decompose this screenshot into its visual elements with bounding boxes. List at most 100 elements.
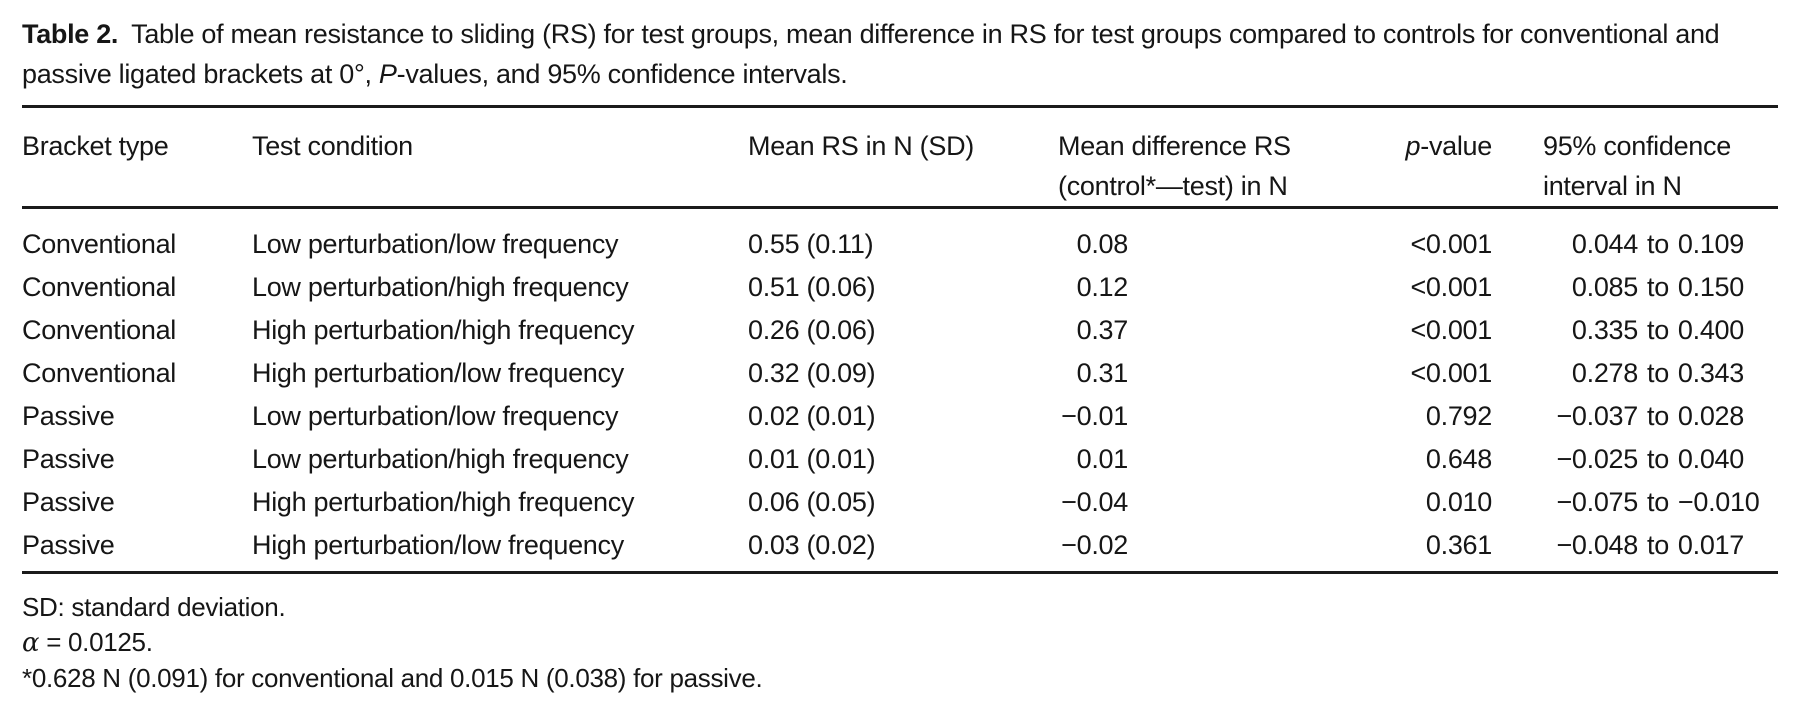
cell-p-value: 0.792 (1425, 401, 1492, 431)
cell-bracket-type: Passive (22, 530, 115, 560)
table-row: Conventional Low perturbation/high frequ… (22, 266, 1778, 309)
ci-joiner: to (1647, 530, 1669, 560)
ci-low-value: −0.037 (1556, 401, 1638, 431)
ci-joiner: to (1647, 229, 1669, 259)
cell-test-condition: Low perturbation/high frequency (252, 444, 629, 474)
mean-difference-value: 0.12 (1076, 272, 1129, 302)
cell-p-value: <0.001 (1410, 272, 1492, 302)
table-row: Passive High perturbation/high frequency… (22, 481, 1778, 524)
mean-difference-value: 0.31 (1076, 358, 1129, 388)
cell-test-condition: Low perturbation/low frequency (252, 229, 619, 259)
cell-mean-rs: 0.55 (0.11) (748, 229, 874, 259)
header-confidence-interval: 95% confidence interval in N (1492, 126, 1778, 206)
header-mean-rs: Mean RS in N (SD) (748, 131, 974, 161)
ci-low-value: 0.335 (1571, 315, 1638, 345)
table-header-rule (22, 206, 1778, 209)
table-caption: Table 2. Table of mean resistance to slid… (22, 14, 1778, 94)
cell-mean-difference: 0.37 (1058, 309, 1388, 352)
header-mean-difference-line2: (control*—test) in N (1058, 171, 1288, 201)
header-ci-line1: 95% confidence (1543, 131, 1731, 161)
footnote-alpha: α = 0.0125. (22, 625, 1778, 661)
ci-high-value: 0.150 (1677, 272, 1744, 302)
cell-mean-rs: 0.02 (0.01) (748, 401, 876, 431)
footnote-sd: SD: standard deviation. (22, 592, 286, 622)
cell-p-value: 0.010 (1425, 487, 1492, 517)
cell-p-value: 0.361 (1425, 530, 1492, 560)
table-bottom-rule (22, 571, 1778, 574)
table-caption-italic-p: P (378, 59, 397, 89)
mean-difference-value: −0.02 (1061, 530, 1128, 560)
table-caption-text: Table of mean resistance to sliding (RS)… (22, 19, 1720, 89)
cell-bracket-type: Conventional (22, 358, 177, 388)
cell-mean-difference: −0.01 (1058, 395, 1388, 438)
cell-confidence-interval: 0.044 to 0.109 (1492, 223, 1778, 266)
table-body: Conventional Low perturbation/low freque… (22, 209, 1778, 571)
cell-bracket-type: Passive (22, 401, 115, 431)
cell-bracket-type: Conventional (22, 229, 177, 259)
ci-high-value: 0.017 (1677, 530, 1744, 560)
cell-mean-rs: 0.26 (0.06) (748, 315, 876, 345)
header-p-italic: p (1405, 131, 1421, 161)
table-row: Conventional High perturbation/high freq… (22, 309, 1778, 352)
ci-joiner: to (1647, 487, 1669, 517)
footnote-asterisk: *0.628 N (0.091) for conventional and 0.… (22, 663, 763, 693)
cell-mean-rs: 0.03 (0.02) (748, 530, 876, 560)
ci-low-value: 0.278 (1571, 358, 1638, 388)
mean-difference-value: −0.01 (1061, 401, 1128, 431)
cell-mean-difference: −0.02 (1058, 524, 1388, 567)
ci-high-value: 0.109 (1677, 229, 1744, 259)
cell-mean-rs: 0.06 (0.05) (748, 487, 876, 517)
table-row: Passive Low perturbation/low frequency 0… (22, 395, 1778, 438)
mean-difference-value: 0.37 (1076, 315, 1129, 345)
cell-p-value: <0.001 (1410, 315, 1492, 345)
mean-difference-value: −0.04 (1061, 487, 1128, 517)
ci-joiner: to (1647, 358, 1669, 388)
footnote-alpha-text: = 0.0125. (39, 627, 153, 657)
cell-bracket-type: Conventional (22, 272, 177, 302)
cell-mean-difference: 0.12 (1058, 266, 1388, 309)
table-row: Passive Low perturbation/high frequency … (22, 438, 1778, 481)
cell-confidence-interval: −0.048 to 0.017 (1492, 524, 1778, 567)
cell-mean-rs: 0.32 (0.09) (748, 358, 876, 388)
cell-p-value: <0.001 (1410, 358, 1492, 388)
cell-bracket-type: Passive (22, 487, 115, 517)
table-footnotes: SD: standard deviation. α = 0.0125. *0.6… (22, 590, 1778, 696)
cell-confidence-interval: −0.075 to −0.010 (1492, 481, 1778, 524)
header-p-rest: -value (1420, 131, 1492, 161)
ci-joiner: to (1647, 444, 1669, 474)
mean-difference-value: 0.08 (1076, 229, 1129, 259)
header-mean-difference: Mean difference RS (control*—test) in N (1058, 126, 1388, 206)
cell-mean-difference: 0.01 (1058, 438, 1388, 481)
ci-high-value: 0.040 (1677, 444, 1744, 474)
ci-low-value: 0.044 (1571, 229, 1638, 259)
cell-confidence-interval: 0.278 to 0.343 (1492, 352, 1778, 395)
ci-low-value: 0.085 (1571, 272, 1638, 302)
cell-confidence-interval: 0.085 to 0.150 (1492, 266, 1778, 309)
header-p-value: p-value (1388, 126, 1493, 206)
cell-confidence-interval: −0.025 to 0.040 (1492, 438, 1778, 481)
ci-joiner: to (1647, 272, 1669, 302)
ci-joiner: to (1647, 315, 1669, 345)
ci-high-value: 0.028 (1677, 401, 1744, 431)
header-bracket-type: Bracket type (22, 131, 169, 161)
cell-mean-difference: −0.04 (1058, 481, 1388, 524)
cell-test-condition: Low perturbation/high frequency (252, 272, 629, 302)
cell-p-value: 0.648 (1425, 444, 1492, 474)
table-row: Conventional Low perturbation/low freque… (22, 223, 1778, 266)
ci-joiner: to (1647, 401, 1669, 431)
table-header-row: Bracket type Test condition Mean RS in N… (22, 108, 1778, 206)
ci-low-value: −0.075 (1556, 487, 1638, 517)
mean-difference-value: 0.01 (1076, 444, 1129, 474)
ci-high-value: −0.010 (1677, 487, 1760, 517)
cell-bracket-type: Passive (22, 444, 115, 474)
cell-test-condition: High perturbation/low frequency (252, 358, 624, 388)
cell-mean-rs: 0.01 (0.01) (748, 444, 876, 474)
cell-confidence-interval: 0.335 to 0.400 (1492, 309, 1778, 352)
header-mean-difference-line1: Mean difference RS (1058, 131, 1291, 161)
cell-p-value: <0.001 (1410, 229, 1492, 259)
cell-mean-difference: 0.08 (1058, 223, 1388, 266)
header-ci-line2: interval in N (1543, 171, 1682, 201)
table-top-rule (22, 105, 1778, 108)
ci-low-value: −0.025 (1556, 444, 1638, 474)
